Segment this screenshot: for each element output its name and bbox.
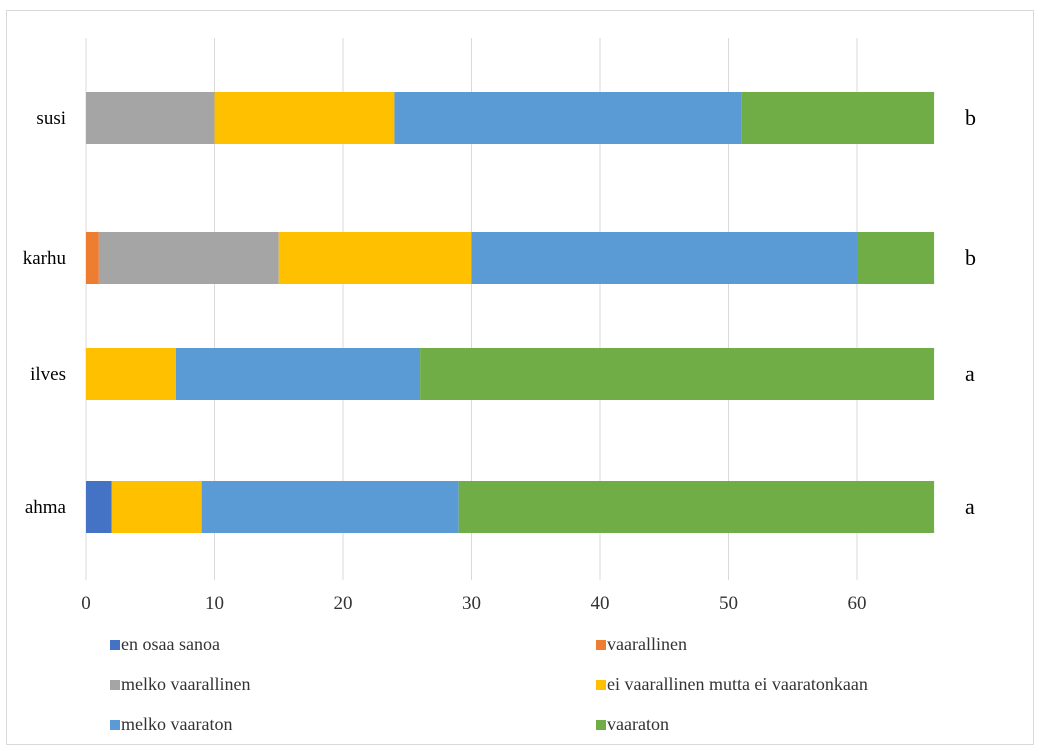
legend-swatch-melko-vaaraton [110, 720, 120, 730]
bar-karhu-vaaraton [857, 232, 935, 284]
bar-karhu-vaarallinen [86, 232, 99, 284]
bar-karhu-melko-vaaraton [471, 232, 857, 284]
legend-label-en-osaa-sanoa: en osaa sanoa [121, 634, 220, 654]
x-tick-label-0: 0 [81, 593, 91, 614]
category-label-ahma: ahma [25, 497, 67, 518]
bar-susi-melko-vaaraton [394, 92, 742, 144]
bar-ahma-ei-vaarallinen-mutta-ei-vaaratonkaan [111, 481, 202, 533]
x-tick-label-30: 30 [462, 593, 481, 614]
group-label-ahma: a [965, 494, 975, 519]
legend-label-vaarallinen: vaarallinen [607, 634, 687, 654]
bar-ahma-vaaraton [458, 481, 935, 533]
group-label-susi: b [965, 105, 976, 130]
legend-label-vaaraton: vaaraton [607, 714, 669, 734]
legend-swatch-ei-vaarallinen-mutta-ei-vaaratonkaan [596, 680, 606, 690]
legend: en osaa sanoa vaarallinen melko vaaralline… [110, 634, 868, 734]
bars [86, 92, 935, 533]
bar-ilves-vaaraton [420, 348, 935, 400]
x-tick-label-60: 60 [848, 593, 867, 614]
x-tick-label-40: 40 [591, 593, 610, 614]
legend-swatch-en-osaa-sanoa [110, 640, 120, 650]
category-label-karhu: karhu [23, 248, 67, 269]
category-label-susi: susi [36, 108, 66, 129]
x-tick-label-10: 10 [205, 593, 224, 614]
bar-susi-melko-vaarallinen [86, 92, 215, 144]
legend-label-ei-vaarallinen-mutta-ei-vaaratonkaan: ei vaarallinen mutta ei vaaratonkaan [607, 674, 868, 694]
bar-ahma-melko-vaaraton [201, 481, 459, 533]
bar-ilves-melko-vaaraton [175, 348, 421, 400]
x-tick-label-50: 50 [719, 593, 738, 614]
legend-swatch-melko-vaarallinen [110, 680, 120, 690]
legend-label-melko-vaarallinen: melko vaarallinen [121, 674, 250, 694]
legend-swatch-vaarallinen [596, 640, 606, 650]
labels: 0 10 20 30 40 50 60 susi b karhu b ilves a ahma a [23, 105, 976, 614]
legend-label-melko-vaaraton: melko vaaraton [121, 714, 232, 734]
legend-swatch-vaaraton [596, 720, 606, 730]
bar-ahma-en-osaa-sanoa [86, 481, 112, 533]
x-tick-label-20: 20 [334, 593, 353, 614]
bar-karhu-melko-vaarallinen [98, 232, 279, 284]
category-label-ilves: ilves [30, 364, 66, 385]
bar-karhu-ei-vaarallinen-mutta-ei-vaaratonkaan [278, 232, 472, 284]
group-label-ilves: a [965, 361, 975, 386]
bar-ilves-ei-vaarallinen-mutta-ei-vaaratonkaan [86, 348, 176, 400]
bar-susi-vaaraton [741, 92, 935, 144]
bar-susi-ei-vaarallinen-mutta-ei-vaaratonkaan [214, 92, 395, 144]
group-label-karhu: b [965, 245, 976, 270]
